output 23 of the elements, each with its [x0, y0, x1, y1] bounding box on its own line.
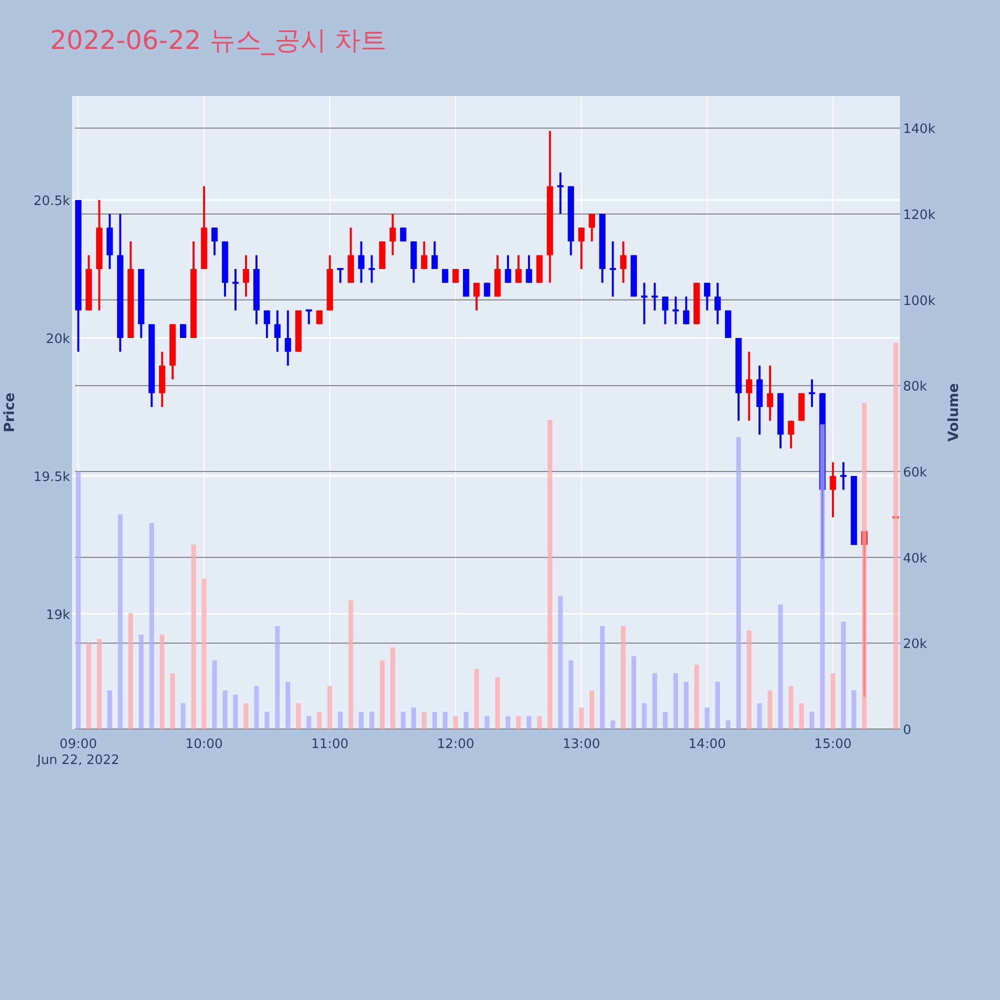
x-tick-label: 15:00	[814, 737, 852, 752]
y2-tick-label: 60k	[903, 466, 928, 481]
y-axis-title: Price	[2, 392, 18, 432]
y2-tick-label: 100k	[903, 294, 936, 309]
y-tick-label: 20k	[46, 332, 70, 347]
x-tick-label: 12:00	[436, 737, 474, 752]
y-tick-label: 19k	[46, 608, 70, 623]
y2-tick-label: 80k	[903, 380, 928, 395]
x-tick-label: 14:00	[688, 737, 726, 752]
y2-tick-label: 0	[903, 723, 912, 738]
x-tick-label: 13:00	[562, 737, 600, 752]
y2-tick-label: 140k	[903, 122, 936, 138]
y-tick-label: 20.5k	[34, 194, 70, 210]
x-tick-label: 10:00	[185, 737, 223, 752]
y2-tick-label: 40k	[903, 551, 928, 566]
x-tick-label: 09:00	[60, 737, 98, 752]
x-tick-label: 11:00	[311, 737, 349, 752]
y2-axis-title: Volume	[946, 383, 962, 442]
y2-tick-label: 20k	[903, 637, 928, 652]
y2-tick-label: 120k	[903, 208, 936, 224]
y-tick-label: 19.5k	[34, 470, 70, 485]
chart-title: 2022-06-22 뉴스_공시 차트	[50, 26, 387, 56]
text: Jun 22, 2022	[36, 753, 120, 768]
